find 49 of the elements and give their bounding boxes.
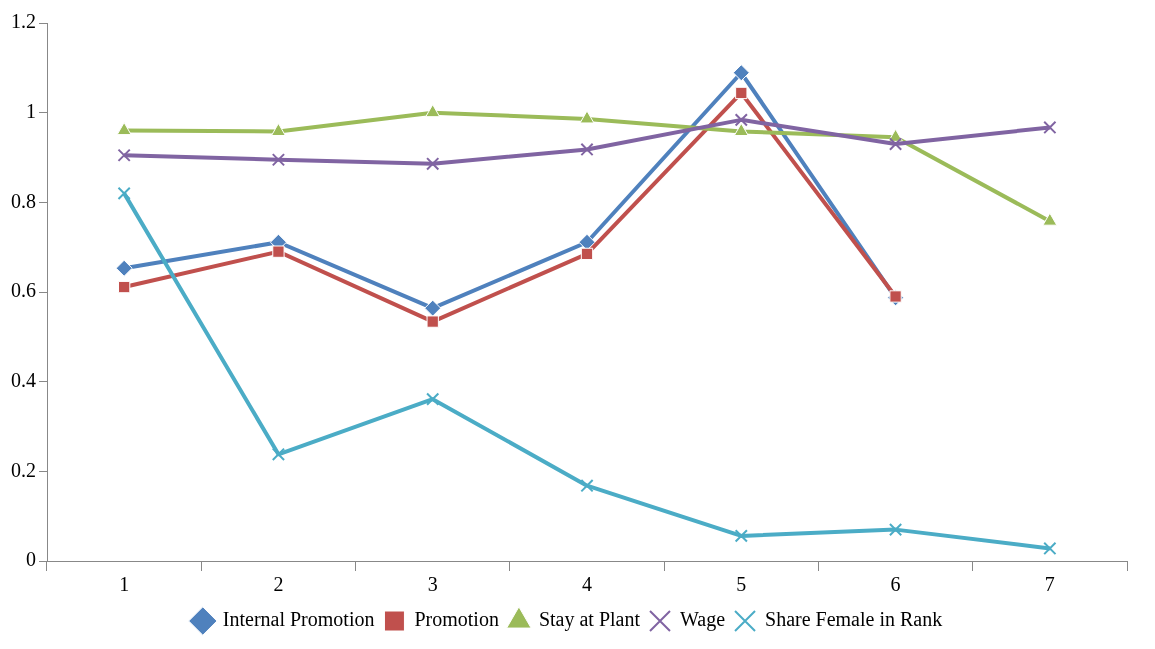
y-tick-label: 0.2 xyxy=(11,458,36,481)
point xyxy=(735,86,748,100)
point xyxy=(732,64,750,82)
point xyxy=(734,529,748,543)
y-tick-label: 0 xyxy=(26,548,36,571)
point xyxy=(117,186,131,201)
point xyxy=(580,247,594,261)
point xyxy=(1043,541,1057,556)
legend-label: Share Female in Rank xyxy=(765,608,943,631)
point xyxy=(579,110,595,124)
point xyxy=(578,233,596,251)
y-tick-label: 1.2 xyxy=(11,10,36,33)
point xyxy=(426,157,440,171)
point xyxy=(426,315,439,328)
point xyxy=(117,280,131,294)
y-tick-label: 0.6 xyxy=(11,279,36,302)
legend-label: Wage xyxy=(680,608,726,632)
point xyxy=(271,447,286,461)
point xyxy=(888,522,903,537)
x-tick-label: 1 xyxy=(119,573,130,596)
y-tick-label: 1 xyxy=(26,99,36,122)
point xyxy=(580,479,594,493)
point xyxy=(889,290,902,303)
x-tick-label: 4 xyxy=(582,573,592,596)
point xyxy=(116,122,132,136)
x-tick-label: 2 xyxy=(273,573,284,596)
x-tick-label: 3 xyxy=(427,573,438,596)
point xyxy=(271,123,286,136)
point xyxy=(1043,120,1057,135)
legend-label: Stay at Plant xyxy=(538,608,641,632)
point xyxy=(272,245,285,258)
y-tick-label: 0.4 xyxy=(11,368,36,391)
legend-label: Promotion xyxy=(414,608,499,631)
legend-label: Internal Promotion xyxy=(222,608,375,631)
point xyxy=(580,142,594,157)
x-tick-label: 7 xyxy=(1044,573,1055,596)
y-tick-label: 0.8 xyxy=(11,189,36,212)
point xyxy=(424,299,442,317)
point xyxy=(117,148,131,162)
point xyxy=(426,392,440,406)
point xyxy=(425,104,441,118)
x-tick-label: 5 xyxy=(736,573,747,596)
point xyxy=(1042,212,1058,226)
x-tick-label: 6 xyxy=(890,573,901,596)
point xyxy=(888,137,903,151)
point xyxy=(733,123,749,136)
point xyxy=(734,113,748,127)
point xyxy=(271,153,286,167)
point xyxy=(115,259,133,277)
